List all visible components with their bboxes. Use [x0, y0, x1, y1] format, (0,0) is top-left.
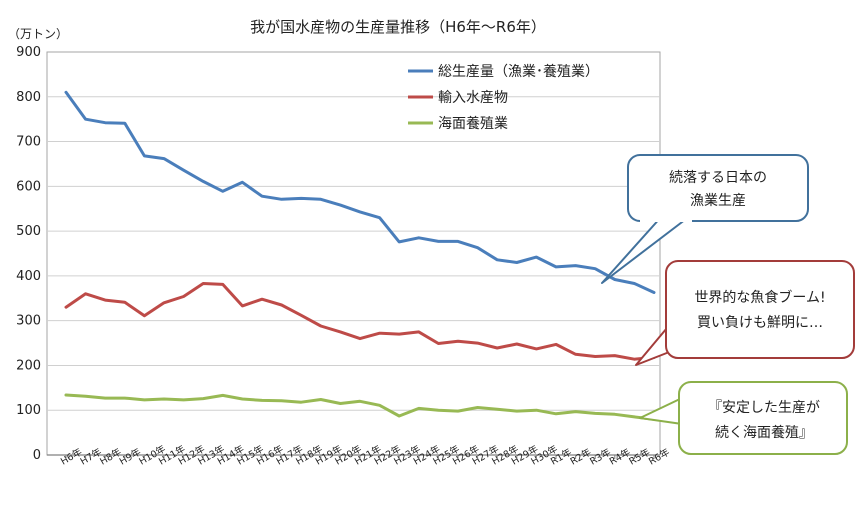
- callout-fishery-line2: 漁業生産: [690, 193, 746, 209]
- plot-area-frame: [46, 51, 661, 456]
- y-tick-label: 900: [16, 45, 41, 60]
- y-tick-label: 800: [16, 90, 41, 105]
- y-axis-ticks: 0 100 200 300 400 500 600 700 800 900: [16, 45, 41, 463]
- y-tick-label: 300: [16, 314, 41, 329]
- callout-import-line1: 世界的な魚食ブーム!: [694, 289, 825, 306]
- grid-lines: [46, 51, 661, 456]
- callout-aquaculture: 『安定した生産が 続く海面養殖』: [639, 381, 848, 455]
- y-tick-label: 400: [16, 269, 41, 284]
- y-axis-label: （万トン）: [8, 27, 68, 41]
- y-tick-label: 0: [33, 448, 41, 463]
- series-line-2: [64, 393, 656, 421]
- y-tick-label: 100: [16, 403, 41, 418]
- legend-label-aquaculture: 海面養殖業: [438, 115, 508, 132]
- callout-import: 世界的な魚食ブーム! 買い負けも鮮明に…: [635, 260, 855, 366]
- callout-aquaculture-pointer: [639, 397, 683, 425]
- legend-label-import: 輸入水産物: [438, 90, 508, 106]
- legend: 総生産量（漁業･養殖業） 輸入水産物 海面養殖業: [408, 63, 599, 132]
- series-line-1: [64, 282, 656, 361]
- callout-import-line2: 買い負けも鮮明に…: [697, 315, 823, 331]
- series-line-0: [64, 90, 656, 294]
- callout-aquaculture-line2: 続く海面養殖』: [715, 424, 813, 441]
- callout-fishery: 続落する日本の 漁業生産: [601, 154, 809, 284]
- y-tick-label: 500: [16, 224, 41, 239]
- callout-fishery-line1: 続落する日本の: [669, 169, 767, 186]
- series-group: [64, 90, 656, 421]
- callout-aquaculture-line1: 『安定した生産が: [708, 400, 820, 416]
- y-tick-label: 600: [16, 179, 41, 194]
- chart-title: 我が国水産物の生産量推移（H6年～R6年）: [250, 18, 546, 36]
- legend-label-total: 総生産量（漁業･養殖業）: [438, 63, 599, 80]
- y-tick-label: 700: [16, 135, 41, 150]
- y-tick-label: 200: [16, 358, 41, 373]
- x-axis-ticks: H6年H7年H8年H9年H10年H11年H12年H13年H14年H15年H16年…: [59, 443, 673, 468]
- callout-aquaculture-box: [678, 381, 848, 455]
- x-tick-label: R6年: [647, 446, 673, 468]
- callout-fishery-box: [627, 154, 809, 222]
- callout-import-box: [665, 260, 855, 359]
